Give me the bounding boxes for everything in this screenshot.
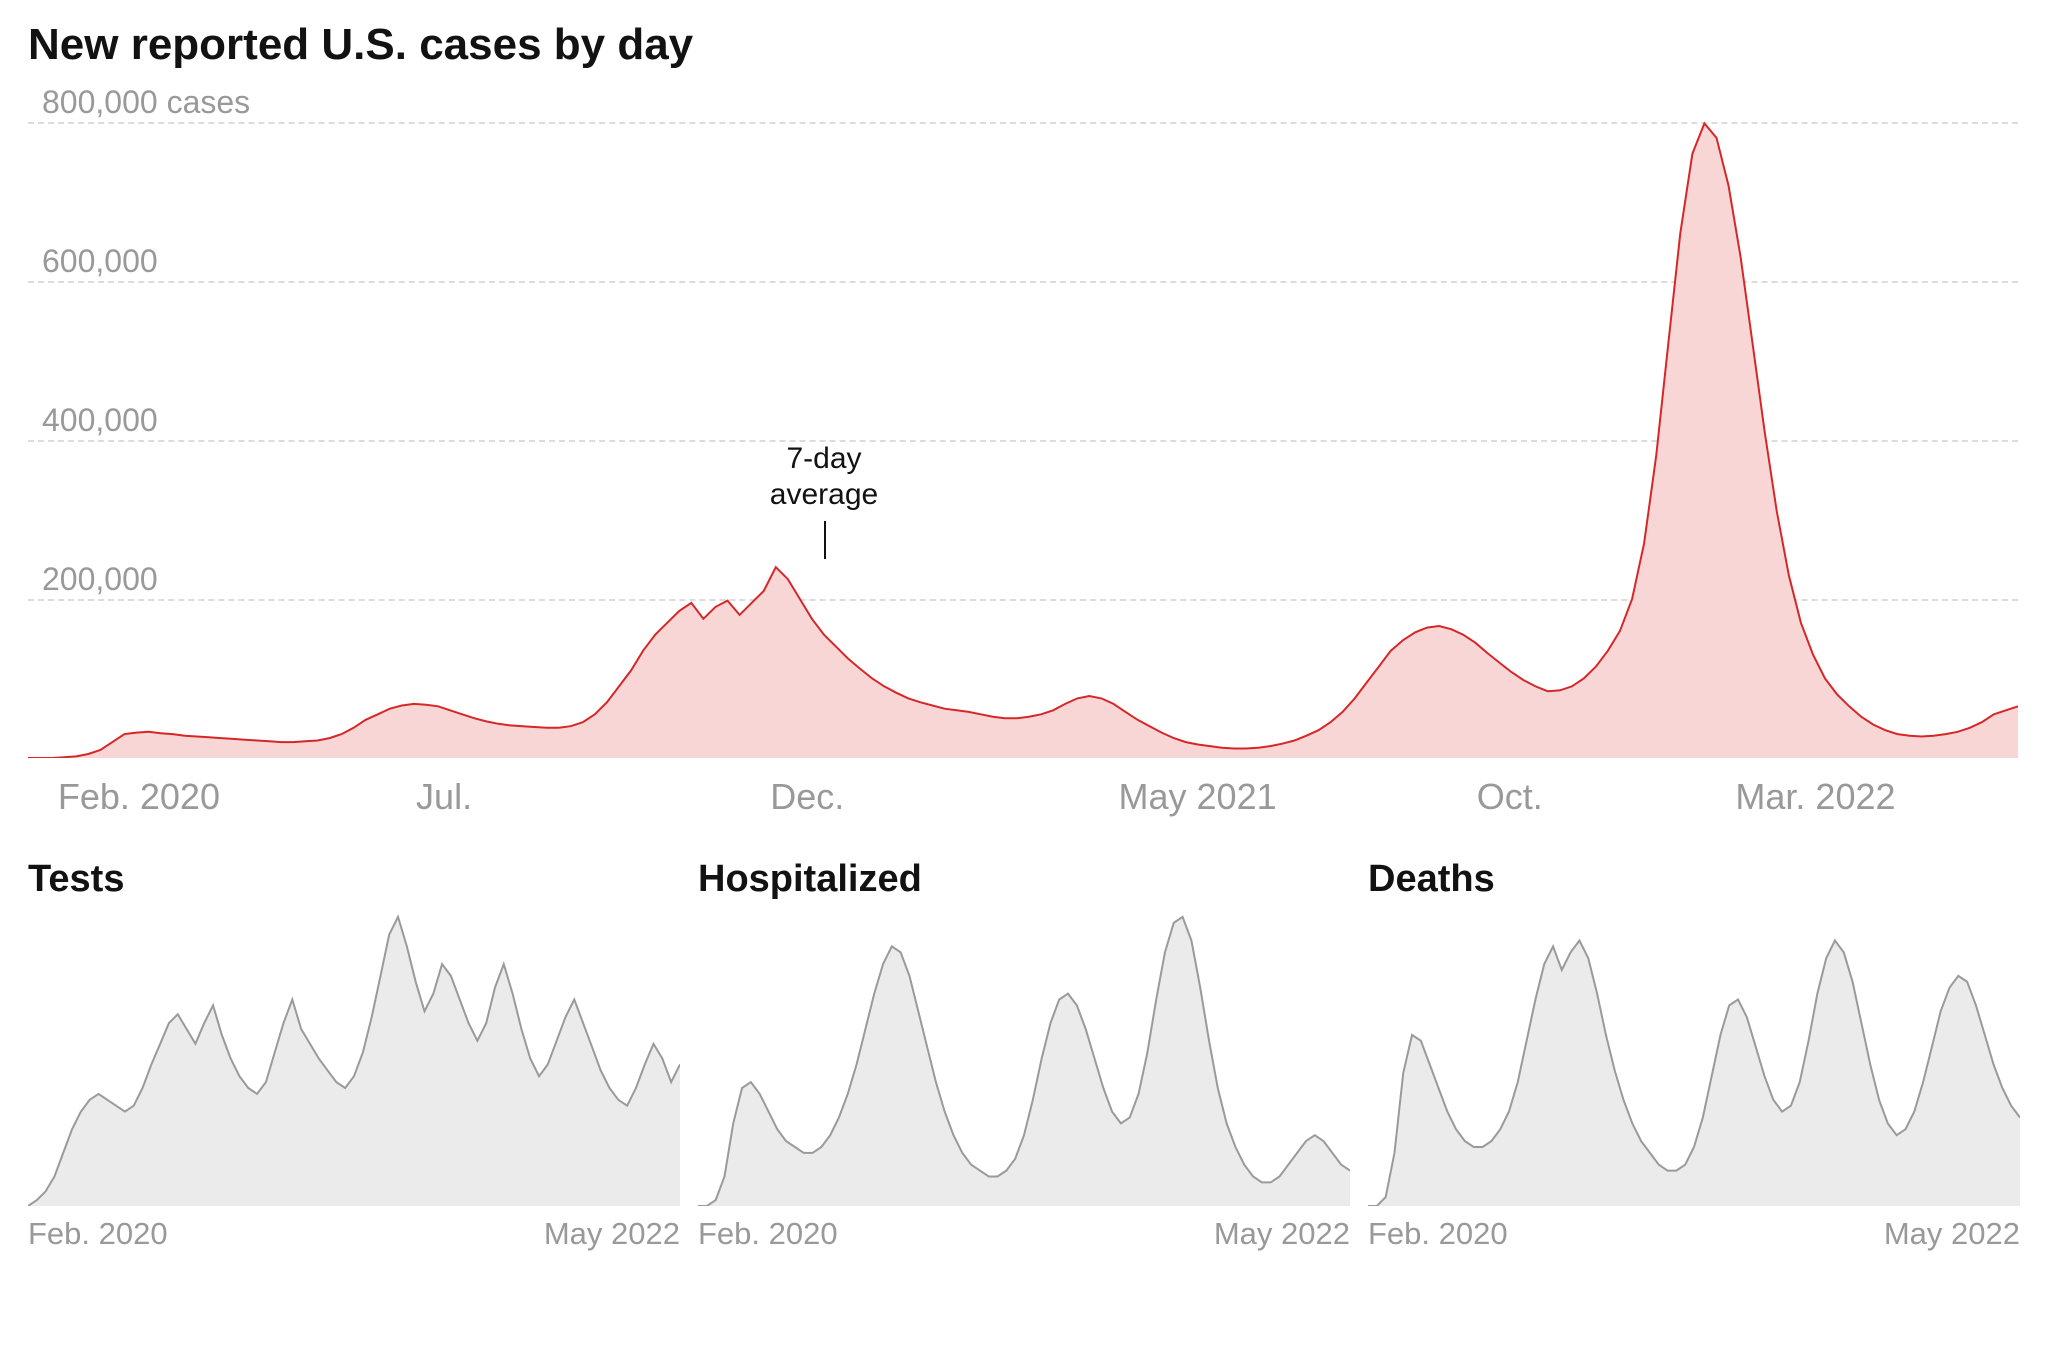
small-x-label-right: May 2022 [1884, 1216, 2020, 1252]
small-chart-tests [28, 911, 680, 1206]
small-x-axis: Feb. 2020 May 2022 [698, 1206, 1350, 1256]
small-chart-deaths [1368, 911, 2020, 1206]
small-x-label-left: Feb. 2020 [1368, 1216, 1508, 1252]
x-axis-label: Oct. [1477, 776, 1543, 818]
small-area-svg [28, 911, 680, 1206]
cases-area-fill [28, 123, 2018, 758]
small-chart-title: Deaths [1368, 858, 2020, 901]
cases-area-svg [28, 98, 2018, 758]
main-x-axis-labels: Feb. 2020 Jul. Dec. May 2021 Oct. Mar. 2022 [28, 758, 2018, 828]
small-x-label-right: May 2022 [1214, 1216, 1350, 1252]
x-axis-label: Jul. [416, 776, 472, 818]
small-area-fill [28, 917, 680, 1206]
page-title: New reported U.S. cases by day [28, 20, 2020, 70]
annotation-pointer-line [824, 521, 826, 559]
small-panel-deaths: Deaths Feb. 2020 May 2022 [1368, 858, 2020, 1256]
x-axis-label: Mar. 2022 [1735, 776, 1895, 818]
small-x-label-left: Feb. 2020 [28, 1216, 168, 1252]
x-axis-label: May 2021 [1119, 776, 1277, 818]
small-panel-hospitalized: Hospitalized Feb. 2020 May 2022 [698, 858, 1350, 1256]
small-area-fill [1368, 941, 2020, 1207]
small-area-fill [698, 917, 1350, 1206]
x-axis-label: Dec. [770, 776, 844, 818]
small-x-axis: Feb. 2020 May 2022 [1368, 1206, 2020, 1256]
small-panel-tests: Tests Feb. 2020 May 2022 [28, 858, 680, 1256]
small-chart-title: Hospitalized [698, 858, 1350, 901]
x-axis-label: Feb. 2020 [58, 776, 220, 818]
small-x-label-right: May 2022 [544, 1216, 680, 1252]
small-charts-row: Tests Feb. 2020 May 2022 Hospitalized Feb. 2… [28, 858, 2020, 1256]
seven-day-average-annotation: 7-dayaverage [764, 441, 884, 513]
main-cases-chart: 800,000 cases600,000400,000200,0007-daya… [28, 98, 2018, 758]
small-x-axis: Feb. 2020 May 2022 [28, 1206, 680, 1256]
small-x-label-left: Feb. 2020 [698, 1216, 838, 1252]
small-area-svg [698, 911, 1350, 1206]
small-area-svg [1368, 911, 2020, 1206]
small-chart-title: Tests [28, 858, 680, 901]
small-chart-hospitalized [698, 911, 1350, 1206]
